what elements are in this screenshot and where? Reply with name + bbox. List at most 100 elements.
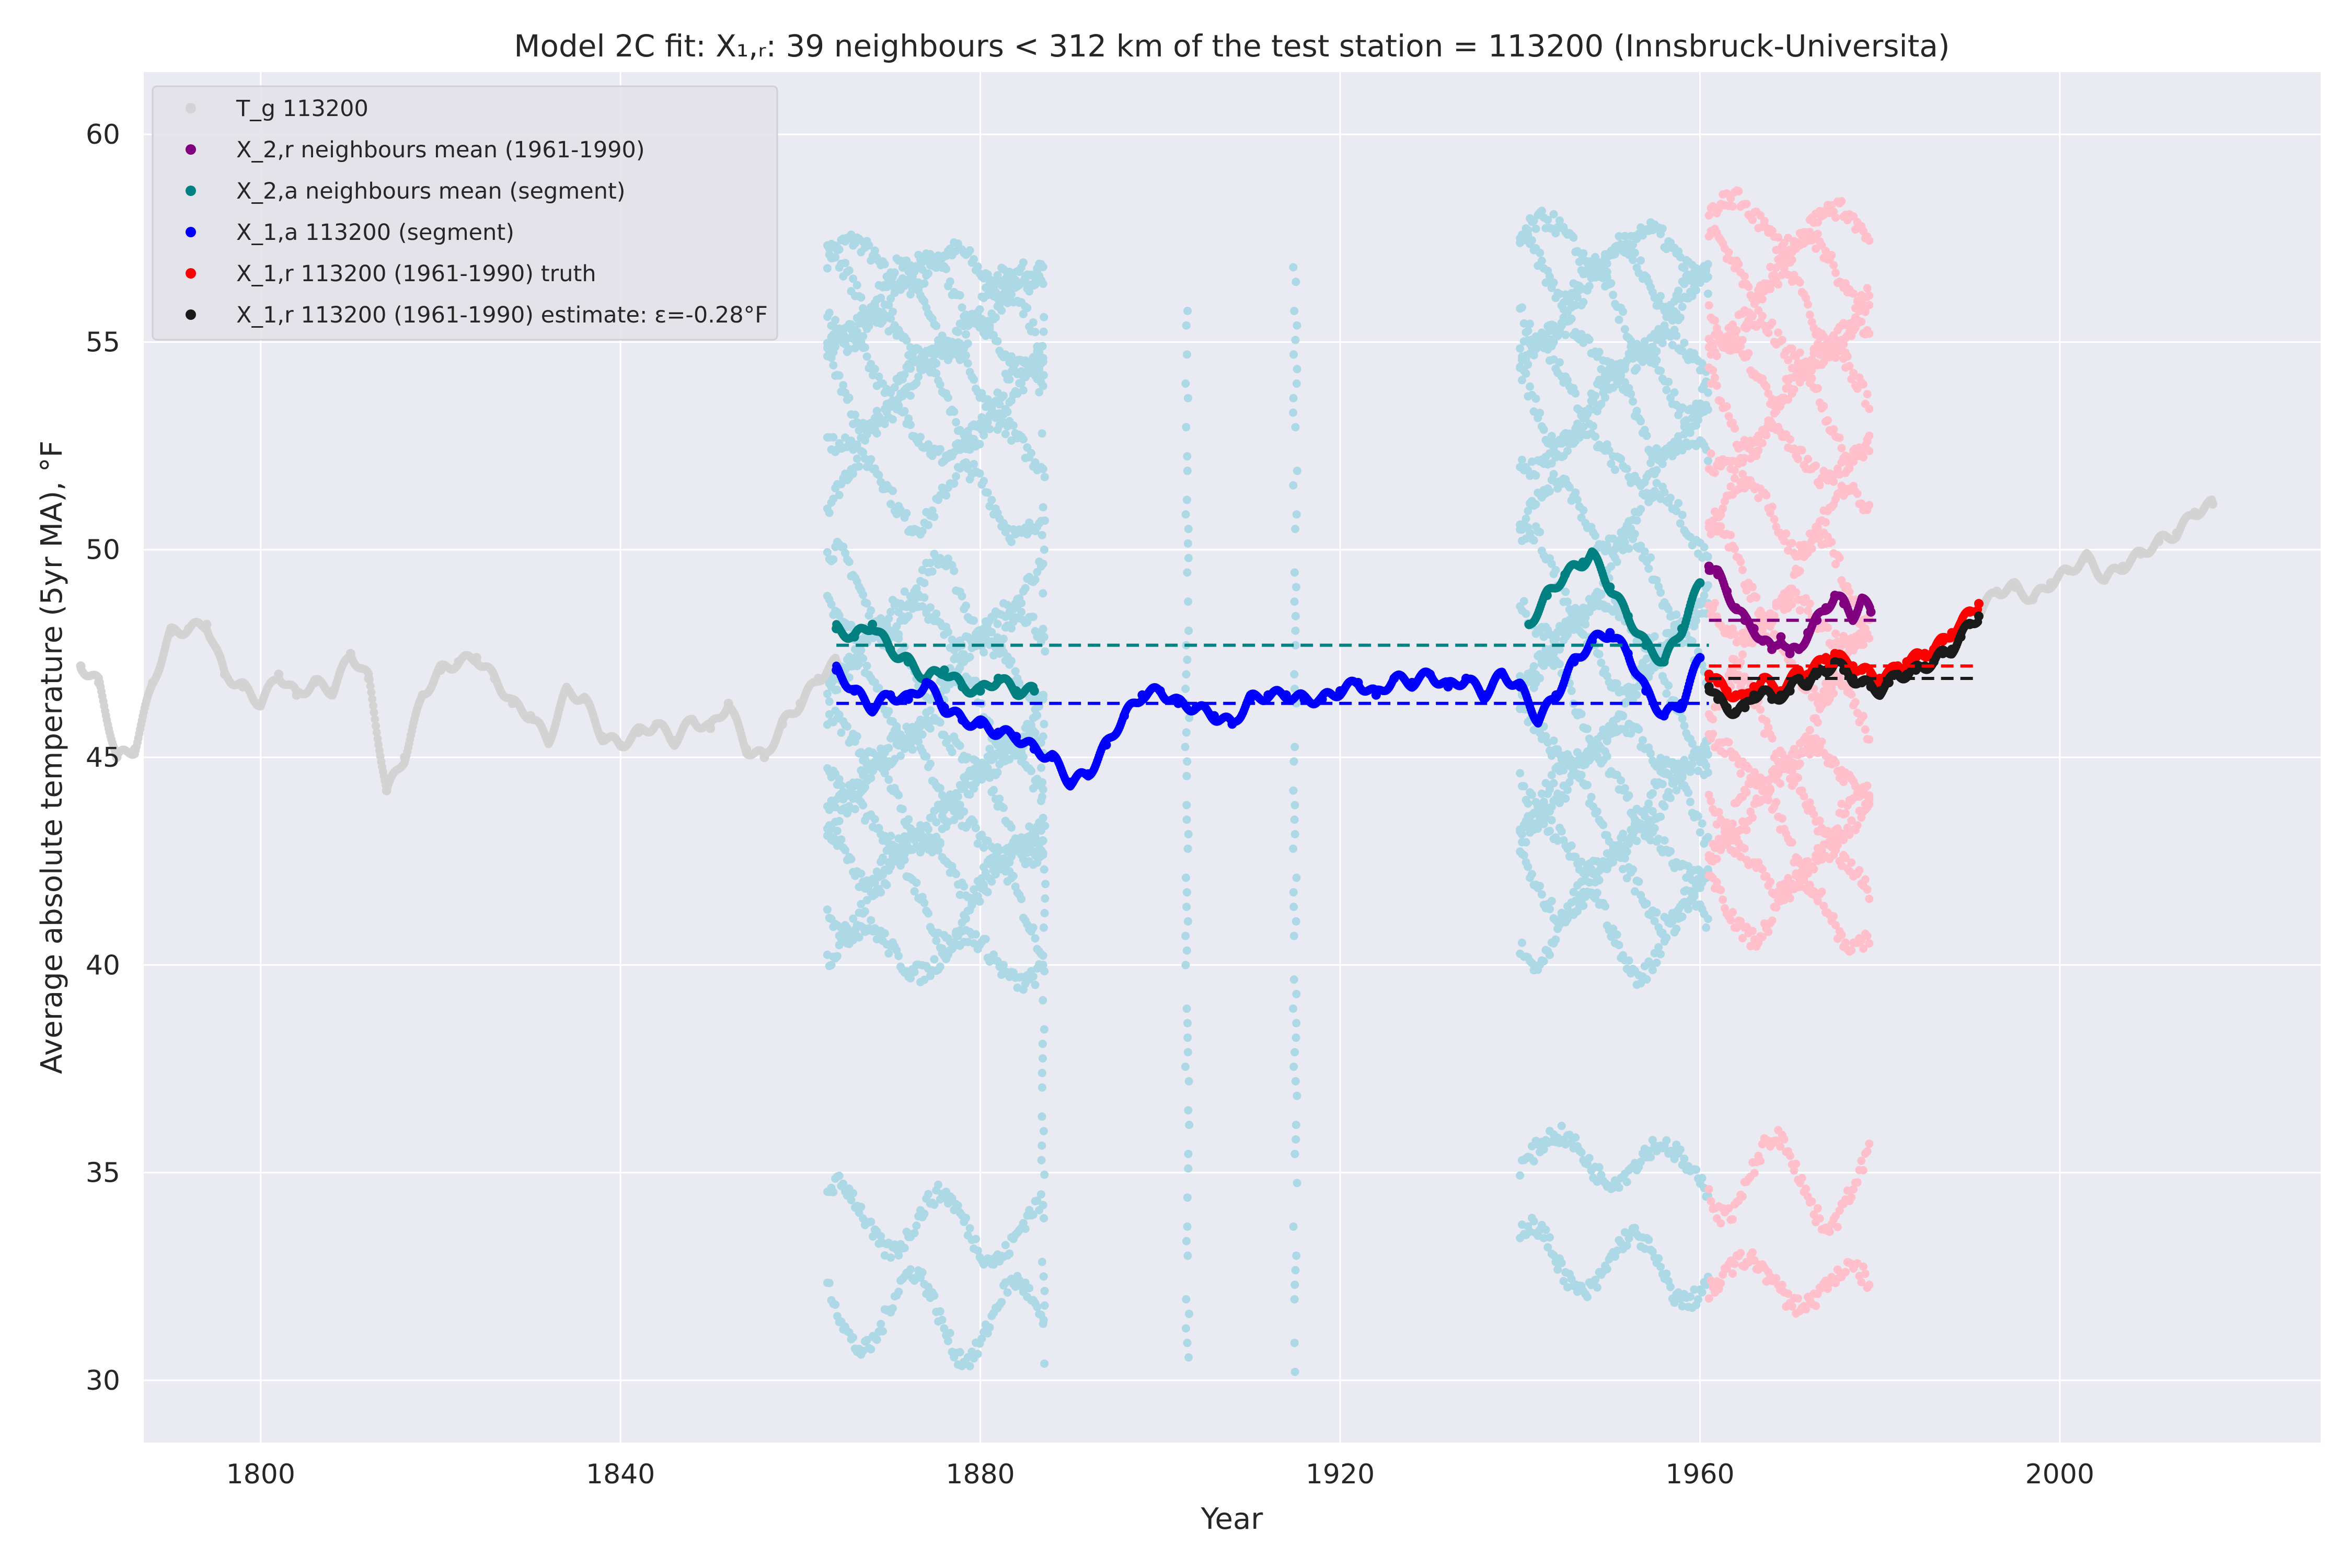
- neighbour-point: [953, 328, 962, 337]
- neighbour-point: [1678, 303, 1687, 311]
- neighbour-point: [859, 448, 868, 457]
- neighbour-point: [1823, 416, 1832, 425]
- neighbour-point: [983, 488, 992, 497]
- neighbour-point: [886, 314, 895, 323]
- neighbour-point: [1795, 567, 1804, 575]
- neighbour-point: [970, 255, 978, 263]
- neighbour-point: [833, 246, 841, 255]
- neighbour-point: [963, 359, 972, 368]
- neighbour-point: [1620, 325, 1629, 333]
- neighbour-point: [1536, 248, 1544, 257]
- neighbour-point: [1684, 788, 1693, 797]
- neighbour-point: [928, 567, 937, 576]
- neighbour-point: [918, 1268, 927, 1277]
- neighbour-point: [841, 549, 850, 558]
- neighbour-point: [839, 381, 848, 389]
- neighbour-point: [1528, 236, 1536, 245]
- neighbour-point: [1722, 402, 1731, 411]
- neighbour-point: [1698, 819, 1707, 828]
- neighbour-point: [1021, 1225, 1030, 1233]
- neighbour-point: [1585, 1154, 1594, 1162]
- neighbour-point: [851, 410, 859, 419]
- neighbour-point: [1664, 681, 1673, 690]
- neighbour-point: [1650, 632, 1659, 641]
- neighbour-point: [1593, 1283, 1601, 1292]
- neighbour-point: [918, 526, 927, 535]
- neighbour-point: [847, 436, 856, 445]
- neighbour-point: [1629, 397, 1638, 406]
- neighbour-point: [1547, 896, 1556, 905]
- neighbour-point: [1001, 430, 1010, 439]
- neighbour-point: [912, 344, 921, 353]
- neighbour-point: [839, 929, 848, 938]
- neighbour-point: [874, 372, 883, 381]
- neighbour-point: [1700, 543, 1709, 551]
- neighbour-point: [1039, 813, 1047, 822]
- neighbour-point: [874, 872, 883, 881]
- neighbour-point: [1001, 1241, 1010, 1250]
- neighbour-point: [1013, 602, 1022, 610]
- neighbour-point: [1746, 311, 1755, 320]
- neighbour-point: [851, 805, 859, 813]
- neighbour-point: [1728, 202, 1737, 211]
- neighbour-point: [1583, 781, 1592, 789]
- neighbour-point: [843, 722, 851, 731]
- neighbour-point: [965, 1362, 974, 1370]
- neighbour-point: [1521, 838, 1530, 847]
- neighbour-point: [1033, 1302, 1042, 1311]
- neighbour-point: [889, 487, 897, 495]
- neighbour-point: [1546, 951, 1554, 959]
- neighbour-point: [1516, 344, 1525, 353]
- neighbour-point: [1680, 338, 1689, 347]
- neighbour-point: [912, 878, 921, 887]
- neighbour-point: [965, 437, 974, 446]
- neighbour-point: [1829, 477, 1838, 486]
- neighbour-point: [999, 860, 1008, 869]
- neighbour-point: [835, 1171, 844, 1180]
- neighbour-point: [1704, 301, 1713, 310]
- neighbour-point: [1736, 342, 1745, 351]
- neighbour-point: [995, 794, 1004, 803]
- neighbour-point: [1821, 518, 1830, 527]
- neighbour-point: [983, 887, 992, 896]
- neighbour-point: [894, 1287, 903, 1296]
- neighbour-point: [1619, 712, 1628, 721]
- neighbour-point: [1555, 660, 1564, 668]
- neighbour-point: [942, 491, 951, 500]
- neighbour-point: [825, 509, 834, 517]
- neighbour-point: [1629, 684, 1638, 693]
- neighbour-point: [1009, 872, 1018, 881]
- neighbour-point: [884, 775, 893, 784]
- neighbour-point: [1612, 930, 1621, 939]
- neighbour-point: [1702, 274, 1711, 283]
- neighbour-point: [1571, 1133, 1580, 1142]
- neighbour-point: [1031, 280, 1040, 289]
- neighbour-point: [1656, 812, 1665, 821]
- neighbour-point: [1573, 760, 1582, 769]
- neighbour-point: [892, 725, 901, 734]
- neighbour-point: [1768, 502, 1777, 511]
- neighbour-point: [1865, 405, 1874, 413]
- neighbour-point: [1011, 667, 1020, 676]
- neighbour-point: [1744, 282, 1753, 291]
- neighbour-point: [1711, 599, 1719, 608]
- neighbour-point: [870, 365, 879, 373]
- neighbour-point: [1577, 1148, 1586, 1157]
- neighbour-point: [1865, 329, 1874, 338]
- neighbour-point: [902, 280, 911, 289]
- neighbour-point: [955, 291, 964, 299]
- neighbour-point: [914, 372, 923, 381]
- neighbour-point: [932, 936, 941, 945]
- neighbour-point: [985, 424, 994, 433]
- neighbour-point: [1794, 455, 1803, 464]
- neighbour-point: [884, 614, 893, 623]
- neighbour-point: [867, 606, 875, 615]
- neighbour-point: [1674, 499, 1683, 508]
- neighbour-point: [999, 803, 1008, 812]
- neighbour-point: [1039, 382, 1047, 390]
- neighbour-point: [1593, 807, 1601, 816]
- neighbour-point: [932, 818, 941, 827]
- neighbour-point: [1839, 457, 1848, 466]
- neighbour-point: [962, 601, 971, 610]
- neighbour-point: [1561, 587, 1570, 596]
